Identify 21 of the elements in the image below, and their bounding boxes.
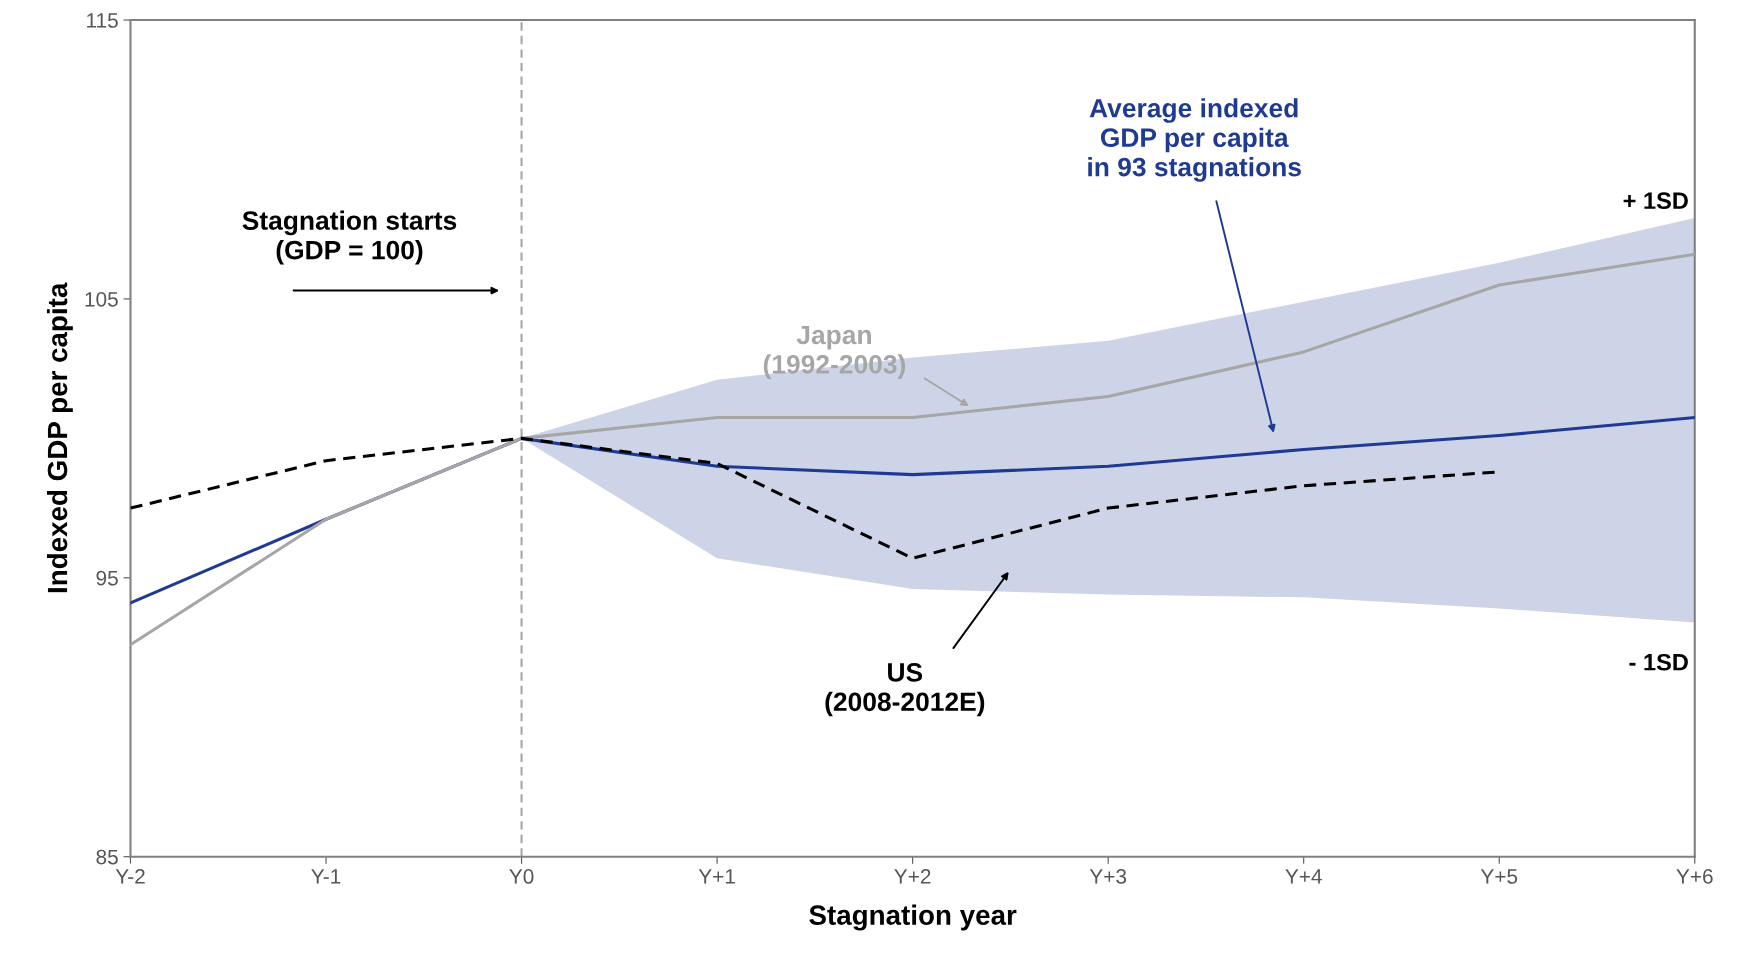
text: US (2008-2012E) [825,663,985,717]
y-axis-title: Indexed GDP per capita [46,282,73,593]
x-tick-label: Y+4 [1285,869,1322,884]
y-tick-label: 115 [87,13,118,28]
y-tick-label: 95 [96,570,118,586]
y-tick-label: 85 [96,849,118,865]
x-tick-label: Y-2 [115,869,145,884]
y-tick-label: 105 [85,291,118,307]
x-tick-label: Y-1 [311,869,341,884]
x-tick-label: Y+3 [1089,869,1127,884]
x-tick-label: Y+6 [1676,869,1713,884]
x-tick-label: Y+2 [894,869,931,884]
x-tick-label: Y0 [509,869,534,884]
x-axis-title: Stagnation year [809,904,1017,931]
x-tick-label: Y+1 [698,869,735,884]
annotation: - 1SD [1629,653,1688,671]
text: Average indexed GDP per capita in 93 stagnations [1088,98,1301,182]
x-tick-label: Y+5 [1480,869,1518,884]
annotation: + 1SD [1623,192,1688,210]
series-label: Japan (1992-2003) [763,325,905,379]
ref-line-label: Stagnation starts (GDP = 100) [242,210,457,265]
